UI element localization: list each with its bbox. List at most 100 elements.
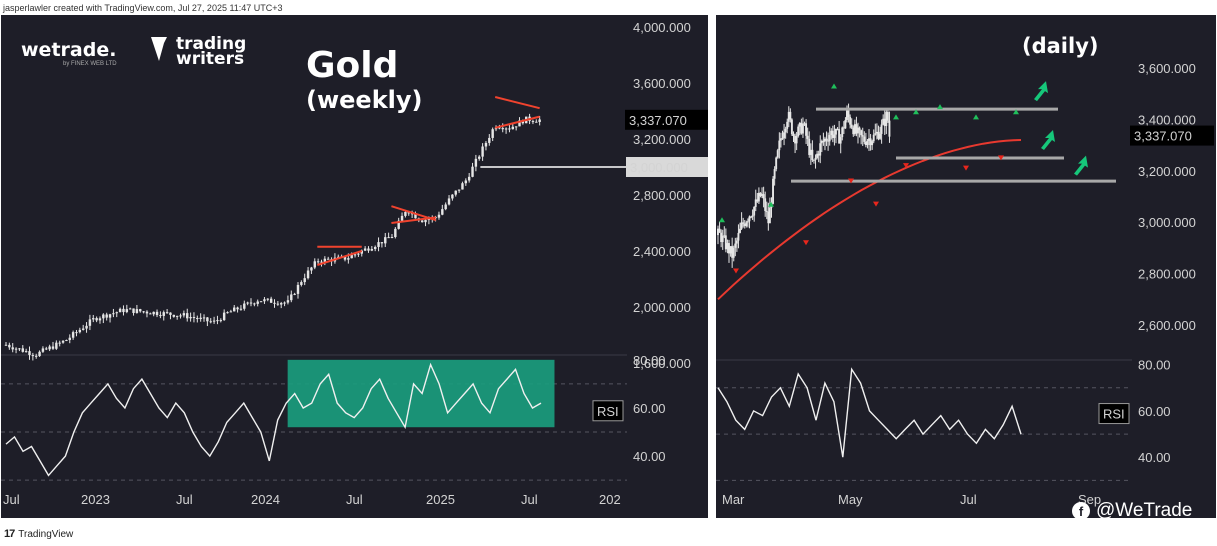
candle-body — [350, 255, 353, 259]
candle — [811, 140, 814, 163]
candle — [363, 246, 367, 252]
candle — [48, 344, 51, 352]
candle-body — [768, 207, 771, 224]
candle-body — [447, 198, 451, 205]
level-label-box — [626, 157, 708, 177]
candle — [34, 353, 38, 359]
candle-body — [875, 131, 878, 134]
candle-body — [531, 121, 535, 123]
candle-body — [293, 293, 296, 295]
candle — [879, 126, 881, 140]
candle-body — [45, 348, 48, 350]
candle-body — [841, 127, 844, 138]
candle — [743, 220, 746, 229]
candle-body — [424, 219, 427, 223]
candle — [397, 217, 400, 230]
candle — [58, 340, 61, 347]
candle — [394, 227, 397, 239]
candle-body — [222, 312, 226, 321]
candle-body — [853, 124, 856, 135]
candle — [740, 212, 743, 231]
sell-marker-icon — [848, 178, 854, 184]
rsi-tick-label: 40.00 — [633, 449, 666, 464]
candle — [798, 122, 801, 136]
wetrade-logo: wetrade. by FINEX WEB LTD — [21, 39, 117, 67]
candle — [833, 124, 836, 146]
chart-subtitle: (weekly) — [306, 86, 423, 114]
candle-body — [38, 351, 41, 357]
candle-body — [535, 121, 538, 123]
candle-body — [81, 328, 85, 330]
candle-body — [720, 232, 723, 242]
candle-body — [28, 351, 31, 356]
candle-body — [866, 141, 869, 145]
candle — [871, 139, 874, 150]
last-price-label-box — [1130, 125, 1214, 146]
daily-chart-panel[interactable]: (daily) 3,600.000 3,400.000 3,200.000 3,000… — [716, 15, 1216, 518]
candle — [303, 273, 306, 286]
pattern-line — [316, 250, 363, 266]
watermark-text: @WeTrade — [1096, 500, 1193, 521]
candle-body — [4, 344, 8, 346]
candle-body — [761, 194, 763, 197]
candle-body — [765, 210, 768, 212]
candle — [842, 121, 845, 135]
candle — [239, 305, 243, 311]
candle — [535, 119, 538, 123]
candle — [71, 330, 75, 340]
candle — [779, 132, 782, 148]
candle — [24, 348, 28, 353]
candle-body — [165, 312, 169, 314]
weekly-chart-panel[interactable]: Gold (weekly) wetrade. by FINEX WEB LTD … — [1, 15, 708, 518]
candle-body — [877, 131, 880, 139]
candle-body — [182, 313, 186, 316]
candle-body — [209, 321, 212, 323]
candle-body — [48, 346, 51, 350]
candle — [531, 119, 535, 125]
candle — [828, 126, 831, 146]
candle — [721, 229, 724, 250]
candle-body — [24, 351, 28, 353]
candle-body — [155, 311, 159, 316]
candle-body — [820, 140, 823, 144]
candle — [373, 245, 377, 252]
candle-body — [122, 308, 125, 313]
candle — [18, 347, 21, 352]
tradingview-footer[interactable]: 17 TradingView — [4, 528, 73, 540]
candle-body — [508, 128, 511, 130]
buy-marker-icon — [893, 114, 899, 120]
candle-body — [849, 116, 852, 125]
candle-body — [790, 119, 793, 135]
candle-body — [850, 124, 853, 128]
candle-body — [373, 246, 377, 250]
candle — [814, 154, 817, 169]
candle-body — [823, 138, 826, 142]
candle — [142, 310, 145, 314]
price-tick-label: 3,400.000 — [1138, 112, 1196, 127]
candle — [14, 347, 18, 354]
candle — [753, 206, 756, 222]
candle — [885, 108, 888, 135]
candle — [165, 309, 169, 314]
candle-body — [805, 123, 808, 136]
candle-body — [85, 325, 88, 329]
up-arrow-icon — [1034, 81, 1048, 102]
candle-body — [728, 243, 730, 254]
candle — [414, 211, 417, 219]
candle-body — [836, 128, 839, 130]
candle-body — [783, 132, 785, 139]
candle-body — [437, 214, 441, 218]
candle — [85, 322, 88, 333]
candle-body — [764, 198, 767, 211]
candle — [739, 222, 741, 234]
buy-marker-icon — [768, 201, 774, 207]
candle — [380, 242, 384, 248]
candle-body — [817, 153, 820, 156]
candle — [326, 256, 330, 260]
candle — [81, 324, 85, 331]
sell-marker-icon — [903, 163, 909, 169]
candle — [874, 123, 877, 136]
candle-body — [128, 308, 132, 310]
candle-body — [196, 318, 199, 320]
weekly-chart-svg: Gold (weekly) wetrade. by FINEX WEB LTD … — [1, 20, 708, 507]
